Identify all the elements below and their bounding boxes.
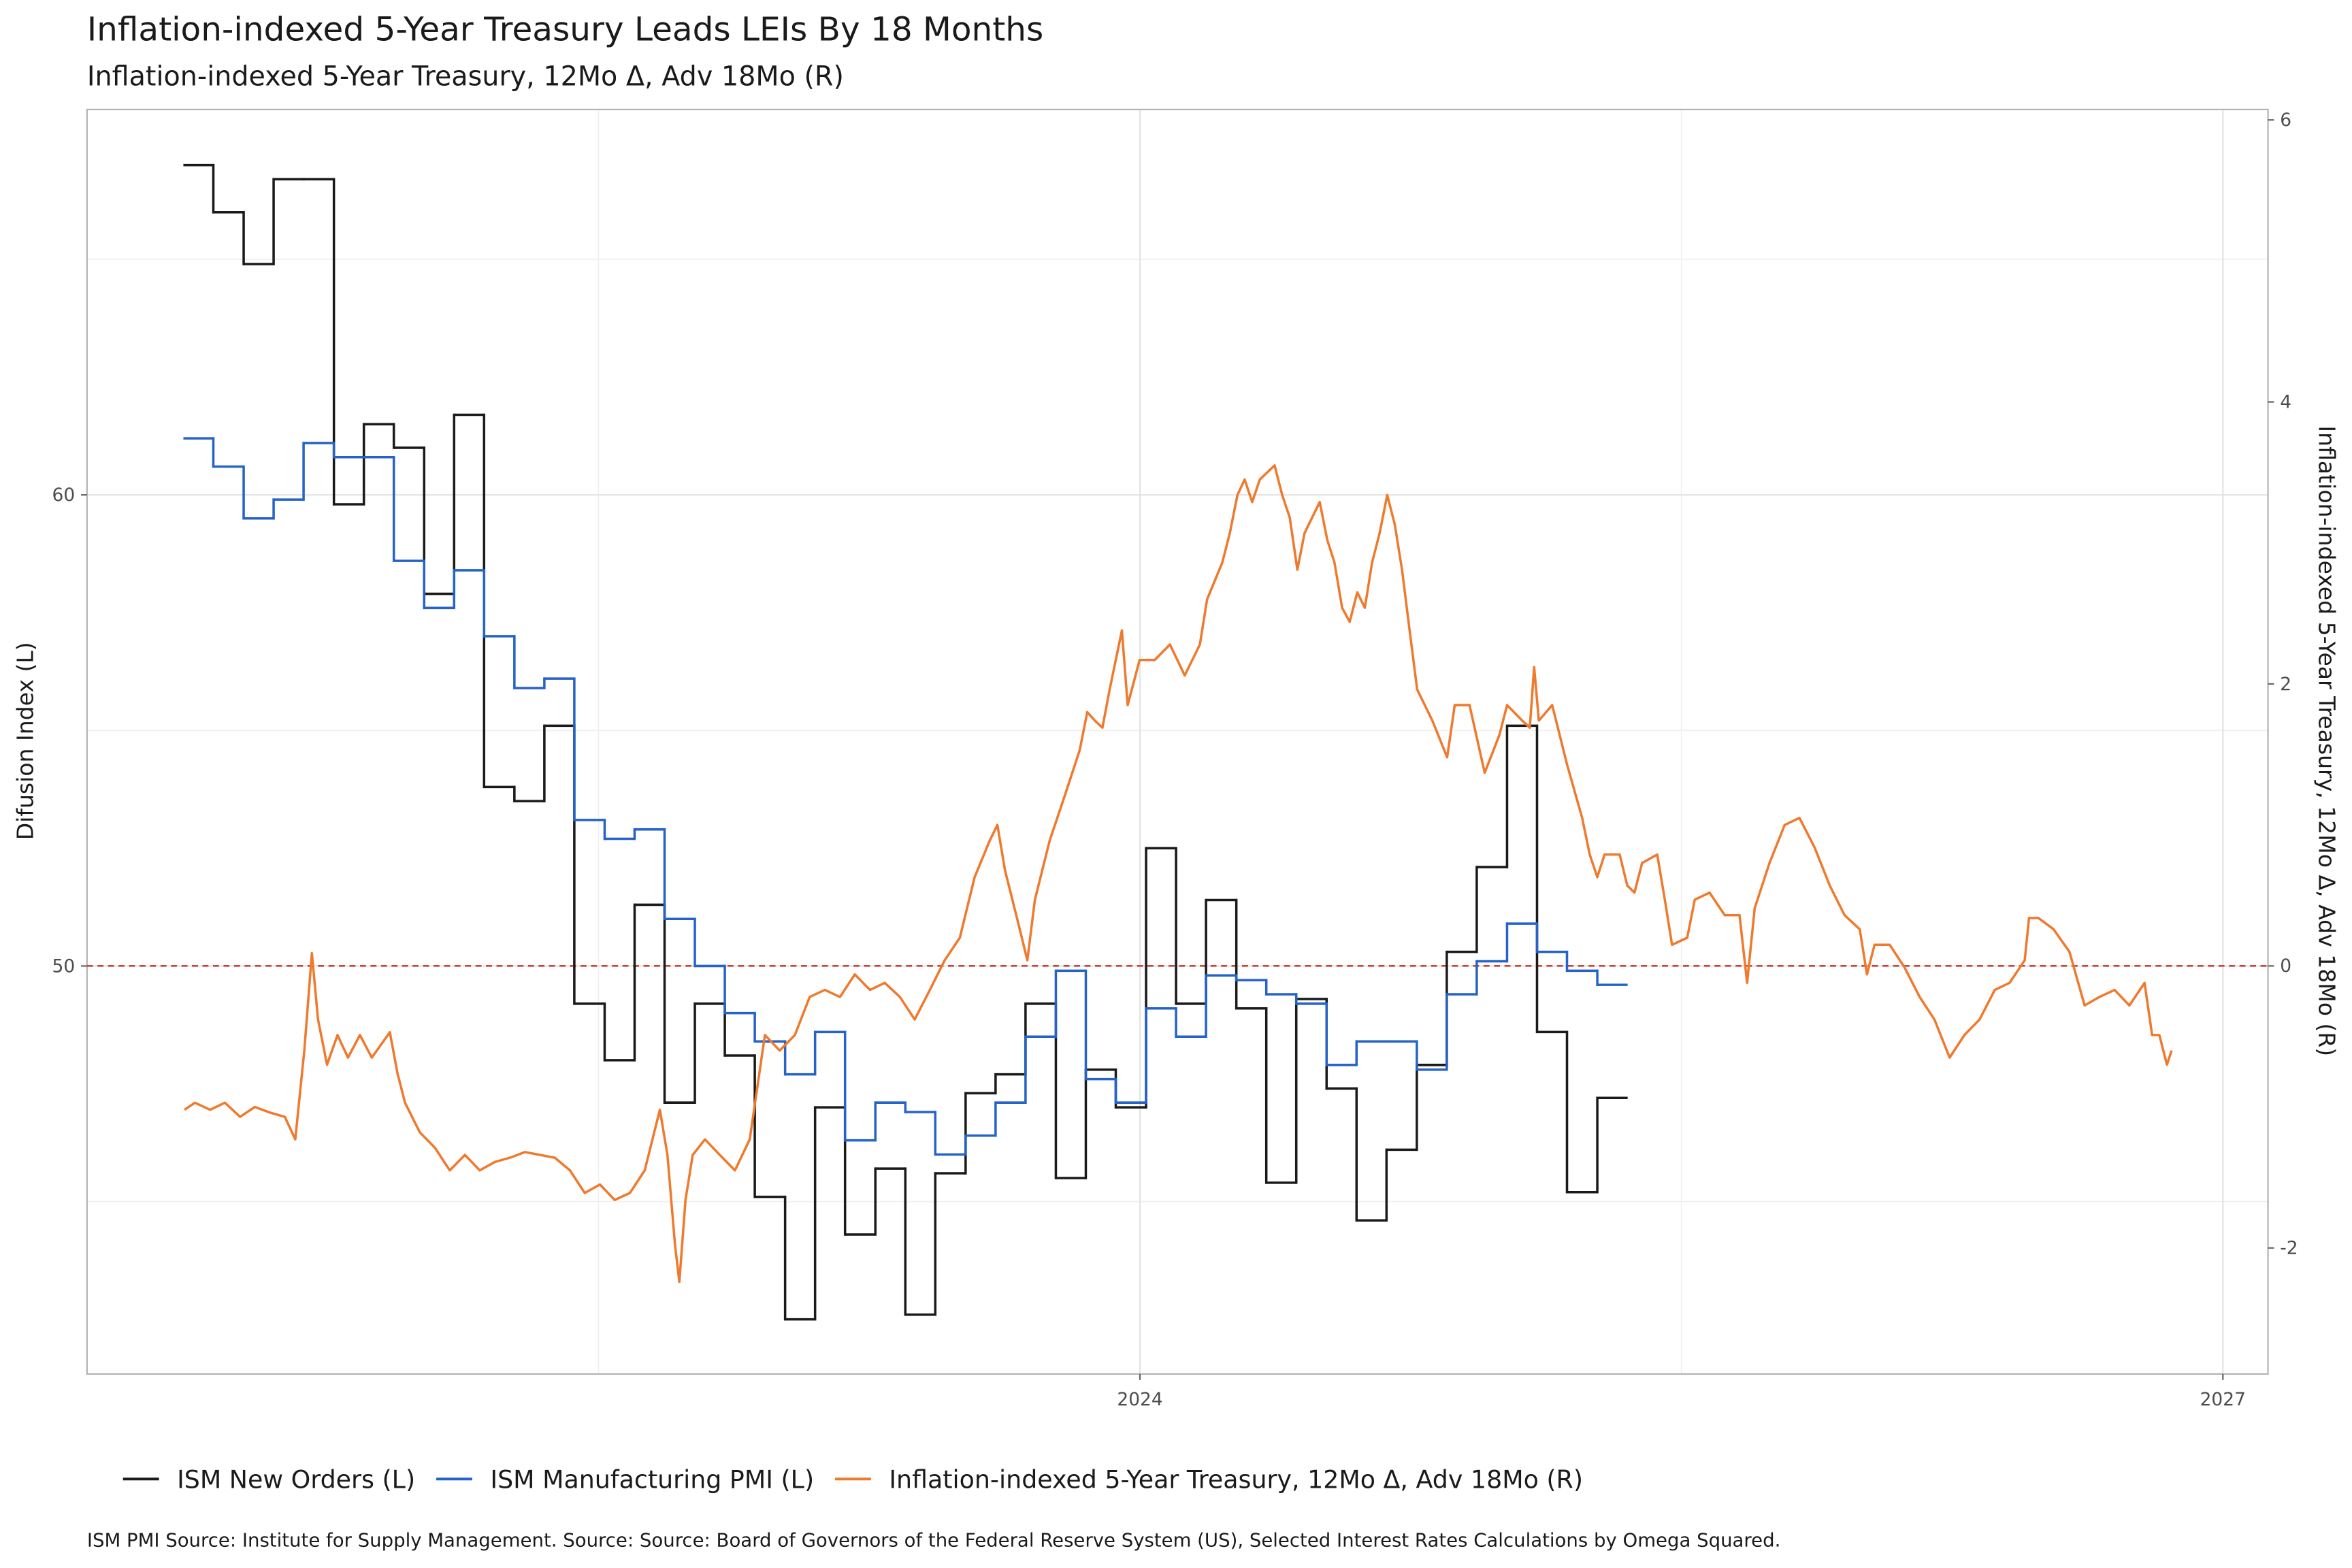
plot-border — [86, 108, 2269, 1375]
y2-axis-title: Inflation-indexed 5-Year Treasury, 12Mo … — [2314, 425, 2340, 1056]
x-tick-label: 2024 — [1117, 1389, 1162, 1410]
chart-title: Inflation-indexed 5-Year Treasury Leads … — [87, 11, 1043, 49]
legend-label: ISM New Orders (L) — [177, 1465, 415, 1494]
y2-tick-label: -2 — [2280, 1238, 2298, 1259]
legend-label: Inflation-indexed 5-Year Treasury, 12Mo … — [889, 1465, 1583, 1494]
series-line — [184, 464, 2173, 1284]
step-line — [183, 437, 1628, 1156]
y2-tick-label: 2 — [2280, 674, 2291, 695]
y2-tick-label: 6 — [2280, 110, 2291, 131]
chart-subtitle: Inflation-indexed 5-Year Treasury, 12Mo … — [87, 61, 844, 93]
y-tick-label: 50 — [52, 956, 76, 977]
x-tick-label: 2027 — [2200, 1389, 2246, 1410]
caption: ISM PMI Source: Institute for Supply Man… — [87, 1529, 1781, 1551]
legend-label: ISM Manufacturing PMI (L) — [490, 1465, 814, 1494]
y-axis-title: Difusion Index (L) — [12, 642, 38, 840]
y-tick-label: 60 — [52, 485, 76, 506]
y2-tick-label: 0 — [2280, 956, 2291, 977]
y2-tick-label: 4 — [2280, 391, 2291, 412]
